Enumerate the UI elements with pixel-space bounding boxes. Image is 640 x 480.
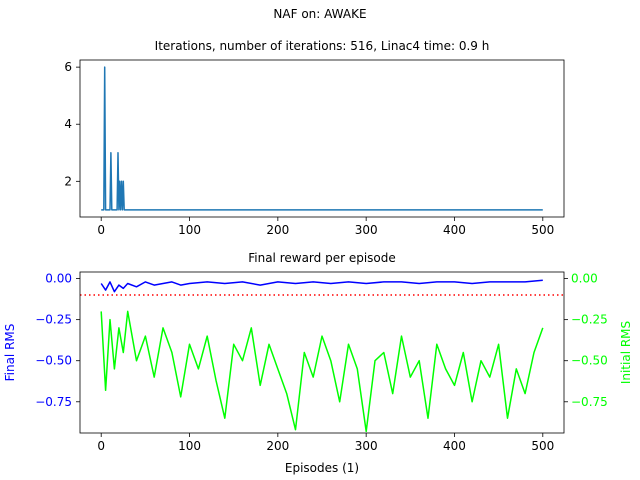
x-tick-label: 100	[178, 439, 201, 453]
x-tick-label: 500	[531, 439, 554, 453]
series-line-right	[100, 310, 544, 433]
x-tick-label: 300	[355, 223, 378, 237]
figure-suptitle: NAF on: AWAKE	[273, 7, 366, 21]
y-tick-label: 0.00	[45, 272, 72, 286]
series-line-left	[100, 279, 543, 293]
y-right-tick-label: −0.75	[571, 395, 608, 409]
x-tick-label: 200	[266, 223, 289, 237]
y-tick-label: −0.25	[35, 313, 72, 327]
chart-iterations: Iterations, number of iterations: 516, L…	[64, 39, 565, 237]
chart-final-reward: Final reward per episode 0 100 200 300 400 500…	[3, 251, 633, 475]
x-tick-label: 500	[531, 223, 554, 237]
y-right-tick-label: 0.00	[571, 272, 598, 286]
y-tick-label: −0.50	[35, 354, 72, 368]
x-tick-label: 400	[443, 223, 466, 237]
y-right-axis-label: Initial RMS	[619, 321, 633, 384]
x-tick-label: 100	[178, 223, 201, 237]
y-tick-label: 2	[64, 174, 72, 188]
x-tick-label: 200	[266, 439, 289, 453]
y-tick-label: 6	[64, 60, 72, 74]
y-right-tick-label: −0.25	[571, 313, 608, 327]
y-tick-label: 4	[64, 117, 72, 131]
chart-title: Iterations, number of iterations: 516, L…	[155, 39, 490, 53]
y-tick-label: −0.75	[35, 395, 72, 409]
chart-title: Final reward per episode	[248, 251, 396, 265]
x-tick-label: 0	[97, 439, 105, 453]
x-tick-label: 400	[443, 439, 466, 453]
x-tick-label: 0	[97, 223, 105, 237]
x-axis-label: Episodes (1)	[285, 461, 359, 475]
y-right-tick-label: −0.50	[571, 354, 608, 368]
plot-frame	[79, 59, 565, 218]
x-tick-label: 300	[355, 439, 378, 453]
series-line-main	[101, 66, 543, 211]
y-axis-label: Final RMS	[3, 324, 17, 382]
plot-frame	[79, 271, 565, 434]
